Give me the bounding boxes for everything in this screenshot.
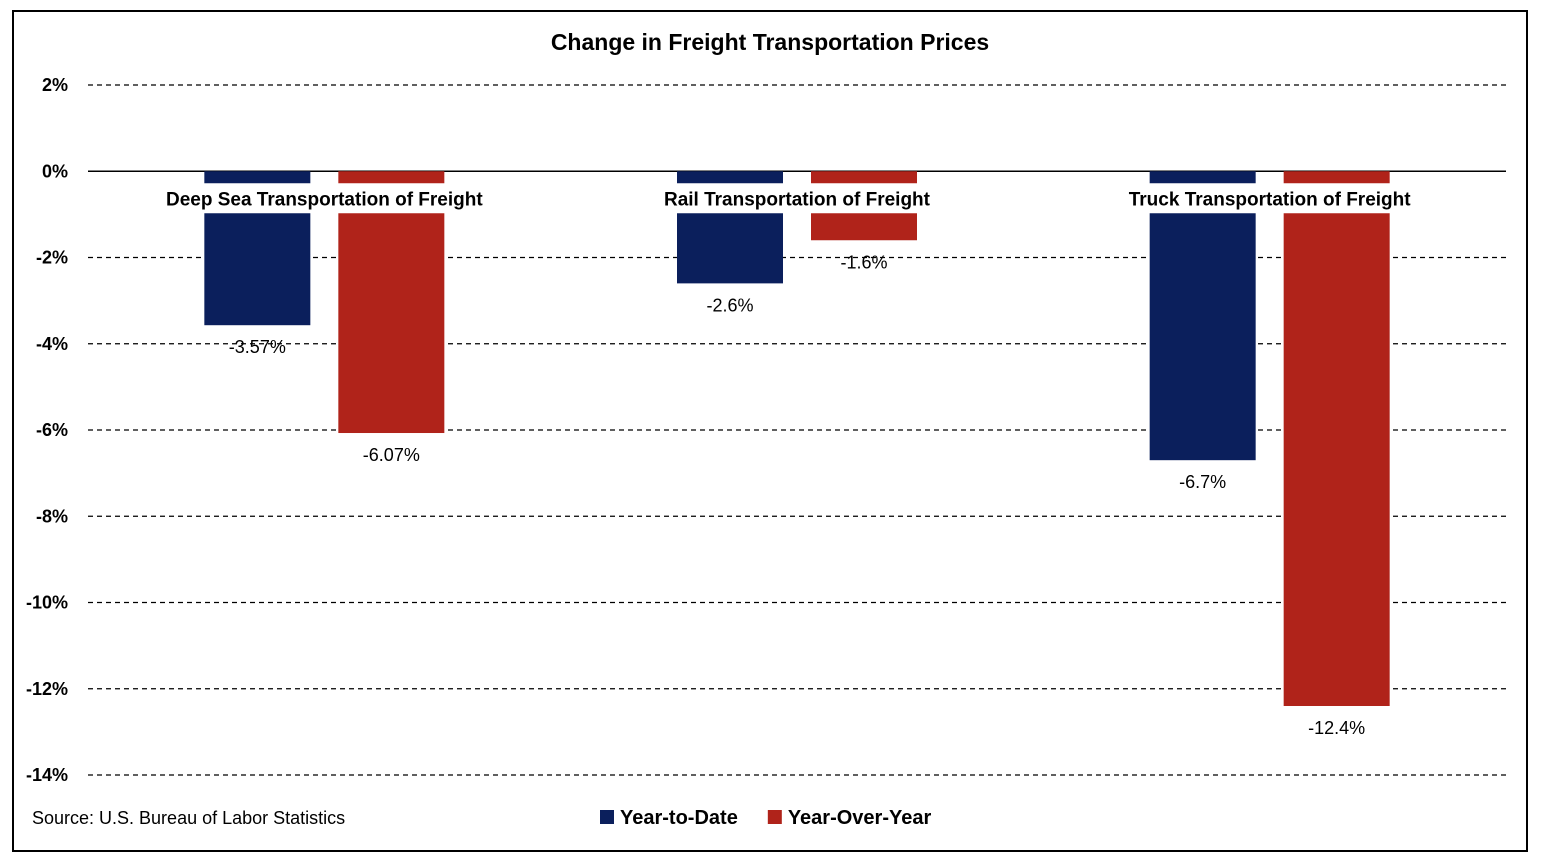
source-note: Source: U.S. Bureau of Labor Statistics bbox=[32, 808, 345, 828]
y-tick-label: 2% bbox=[42, 75, 68, 95]
legend-label: Year-to-Date bbox=[620, 807, 738, 829]
category-label: Truck Transportation of Freight bbox=[1129, 189, 1412, 210]
category-label-background bbox=[1124, 183, 1415, 214]
data-label: -2.6% bbox=[706, 295, 753, 315]
y-axis-ticks: 2% 0% -2% -4% -6% -8% -10% -12% -14% bbox=[26, 75, 68, 785]
y-tick-label: -4% bbox=[36, 334, 68, 354]
legend: Year-to-Date Year-Over-Year bbox=[600, 807, 931, 829]
bar-year-over-year bbox=[1283, 171, 1390, 706]
category-label: Rail Transportation of Freight bbox=[664, 189, 931, 210]
data-labels: -3.57% -6.07% -2.6% -1.6% -6.7% -12.4% bbox=[229, 252, 1365, 738]
legend-swatch bbox=[600, 810, 614, 824]
data-label: -3.57% bbox=[229, 337, 286, 357]
bar-year-over-year bbox=[338, 171, 445, 434]
bars bbox=[204, 171, 1390, 706]
category-label-background bbox=[161, 183, 487, 214]
chart-title: Change in Freight Transportation Prices bbox=[551, 29, 989, 55]
category-label: Deep Sea Transportation of Freight bbox=[166, 189, 483, 210]
bar-year-to-date bbox=[1149, 171, 1256, 461]
category-labels: Deep Sea Transportation of Freight Rail T… bbox=[161, 183, 1415, 214]
y-tick-label: -6% bbox=[36, 420, 68, 440]
legend-label: Year-Over-Year bbox=[788, 807, 932, 829]
legend-swatch bbox=[767, 810, 782, 824]
y-tick-label: -10% bbox=[26, 593, 68, 613]
y-tick-label: -12% bbox=[26, 679, 68, 699]
data-label: -12.4% bbox=[1308, 718, 1365, 738]
chart-frame bbox=[12, 10, 1528, 852]
category-label-background bbox=[659, 183, 935, 214]
data-label: -1.6% bbox=[840, 252, 887, 272]
y-tick-label: -2% bbox=[36, 248, 68, 268]
y-tick-label: -14% bbox=[26, 765, 68, 785]
data-label: -6.07% bbox=[363, 445, 420, 465]
data-label: -6.7% bbox=[1179, 472, 1226, 492]
y-tick-label: 0% bbox=[42, 161, 68, 181]
gridlines bbox=[88, 84, 1506, 776]
y-tick-label: -8% bbox=[36, 506, 68, 526]
